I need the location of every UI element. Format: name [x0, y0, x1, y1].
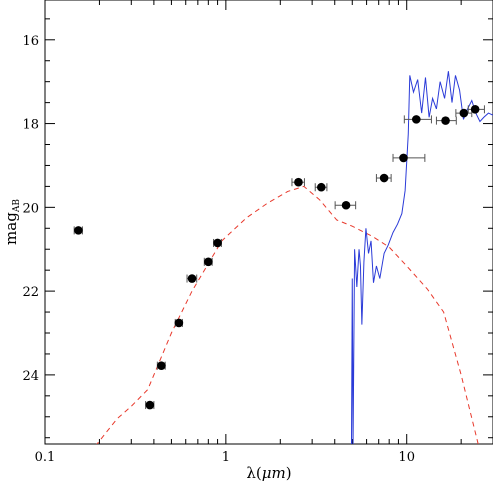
data-point: [291, 177, 305, 187]
data-point: [213, 238, 222, 248]
x-axis-label: λ(μm): [246, 464, 291, 482]
data-point: [73, 226, 83, 235]
data-point: [145, 400, 155, 410]
data-point: [467, 105, 485, 114]
y-tick-label: 22: [22, 285, 39, 300]
data-point: [392, 153, 426, 163]
data-marker: [316, 182, 326, 192]
data-marker: [294, 177, 303, 187]
x-tick-label: 10: [398, 450, 415, 465]
data-point: [156, 361, 166, 370]
series-group: [73, 71, 493, 444]
data-marker: [174, 318, 184, 328]
data-point: [174, 318, 184, 328]
data-marker: [341, 200, 351, 210]
data-marker: [379, 173, 389, 183]
data-marker: [412, 115, 421, 124]
solid-model-line: [350, 71, 493, 444]
plot-frame: [44, 0, 493, 445]
x-axis-unit: μm: [262, 464, 286, 482]
data-marker: [187, 274, 197, 283]
y-axis-subscript: AB: [12, 199, 22, 213]
tick-labels: 0.1 1 10 16 18 20 22 24: [22, 34, 415, 465]
data-marker: [74, 226, 83, 235]
data-point: [203, 257, 213, 267]
y-tick-label: 16: [22, 34, 39, 49]
data-point: [314, 182, 328, 192]
data-marker: [157, 361, 166, 370]
data-marker: [470, 105, 480, 114]
data-marker: [459, 108, 469, 118]
data-point: [375, 173, 392, 183]
x-tick-label: 1: [222, 450, 230, 465]
data-point: [403, 115, 432, 124]
y-tick-label: 24: [22, 369, 39, 384]
data-point: [455, 108, 473, 118]
data-marker: [145, 400, 155, 410]
data-marker: [213, 238, 222, 248]
data-marker: [204, 257, 213, 267]
y-axis-label: magAB: [2, 199, 22, 245]
data-point: [334, 200, 357, 210]
axis-ticks: [44, 0, 493, 444]
data-marker: [399, 153, 408, 163]
dashed-model-line: [96, 185, 479, 444]
data-point: [435, 116, 457, 125]
y-tick-label: 20: [22, 201, 39, 216]
x-tick-label: 0.1: [35, 450, 56, 465]
y-tick-label: 18: [22, 118, 39, 133]
data-point: [186, 274, 198, 283]
data-marker: [441, 116, 450, 125]
